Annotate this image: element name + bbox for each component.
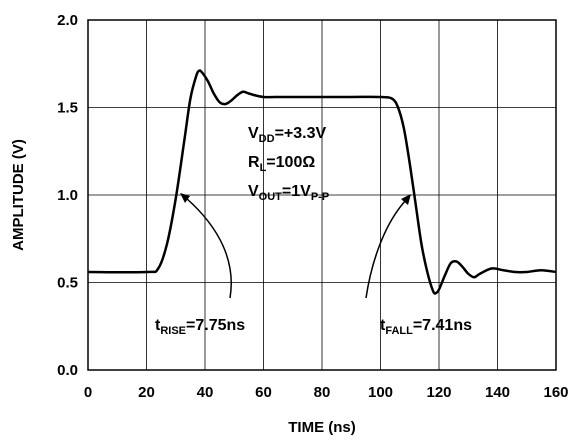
y-tick-label: 0.0 [57, 362, 78, 379]
tfall-annotation: tFALL=7.41ns [380, 317, 472, 337]
vout-sub: OUT [259, 191, 283, 203]
rise-arrowhead [180, 193, 190, 203]
vdd-sub: DD [259, 133, 275, 145]
vout-annotation: VOUT=1VP-P [248, 183, 329, 203]
vout-main: V [248, 183, 259, 200]
trise-sub: RISE [160, 325, 186, 337]
x-tick-label: 0 [84, 384, 92, 401]
y-tick-label: 1.0 [57, 187, 78, 204]
x-tick-label: 100 [368, 384, 393, 401]
x-tick-label: 160 [543, 384, 568, 401]
series-layer [87, 69, 557, 295]
rl-sub: L [260, 162, 267, 174]
rise-arrow-curve [185, 197, 232, 299]
x-tick-label: 20 [138, 384, 155, 401]
series-line [87, 69, 557, 295]
y-tick-label: 1.5 [57, 100, 78, 117]
vdd-annotation: VDD=+3.3V [248, 125, 326, 145]
y-tick-label: 2.0 [57, 12, 78, 29]
rl-annotation: RL=100Ω [248, 154, 315, 174]
y-tick-label: 0.5 [57, 275, 78, 292]
vdd-value: =+3.3V [275, 125, 327, 142]
vout-sub2: P-P [311, 191, 329, 203]
x-axis-title: TIME (ns) [288, 419, 356, 436]
tick-labels: 0 20 40 60 80 100 120 140 160 0.0 0.5 1.0 1.5 2.0 [57, 12, 568, 401]
x-tick-label: 80 [314, 384, 331, 401]
tfall-value: =7.41ns [413, 317, 472, 334]
x-tick-label: 60 [255, 384, 272, 401]
trise-annotation: tRISE=7.75ns [155, 317, 245, 337]
fall-arrowhead [401, 194, 411, 205]
vout-value: =1V [282, 183, 311, 200]
plot-frame [87, 19, 557, 371]
y-axis-title: AMPLITUDE (V) [10, 139, 27, 251]
x-tick-label: 40 [197, 384, 214, 401]
tfall-main: t [380, 317, 386, 334]
fall-arrow-curve [365, 199, 407, 299]
vdd-main: V [248, 125, 259, 142]
x-tick-label: 140 [485, 384, 510, 401]
trise-main: t [155, 317, 161, 334]
rl-main: R [248, 154, 260, 171]
x-tick-label: 120 [426, 384, 451, 401]
rl-value: =100Ω [266, 154, 315, 171]
trise-value: =7.75ns [186, 317, 245, 334]
tfall-sub: FALL [385, 325, 413, 337]
